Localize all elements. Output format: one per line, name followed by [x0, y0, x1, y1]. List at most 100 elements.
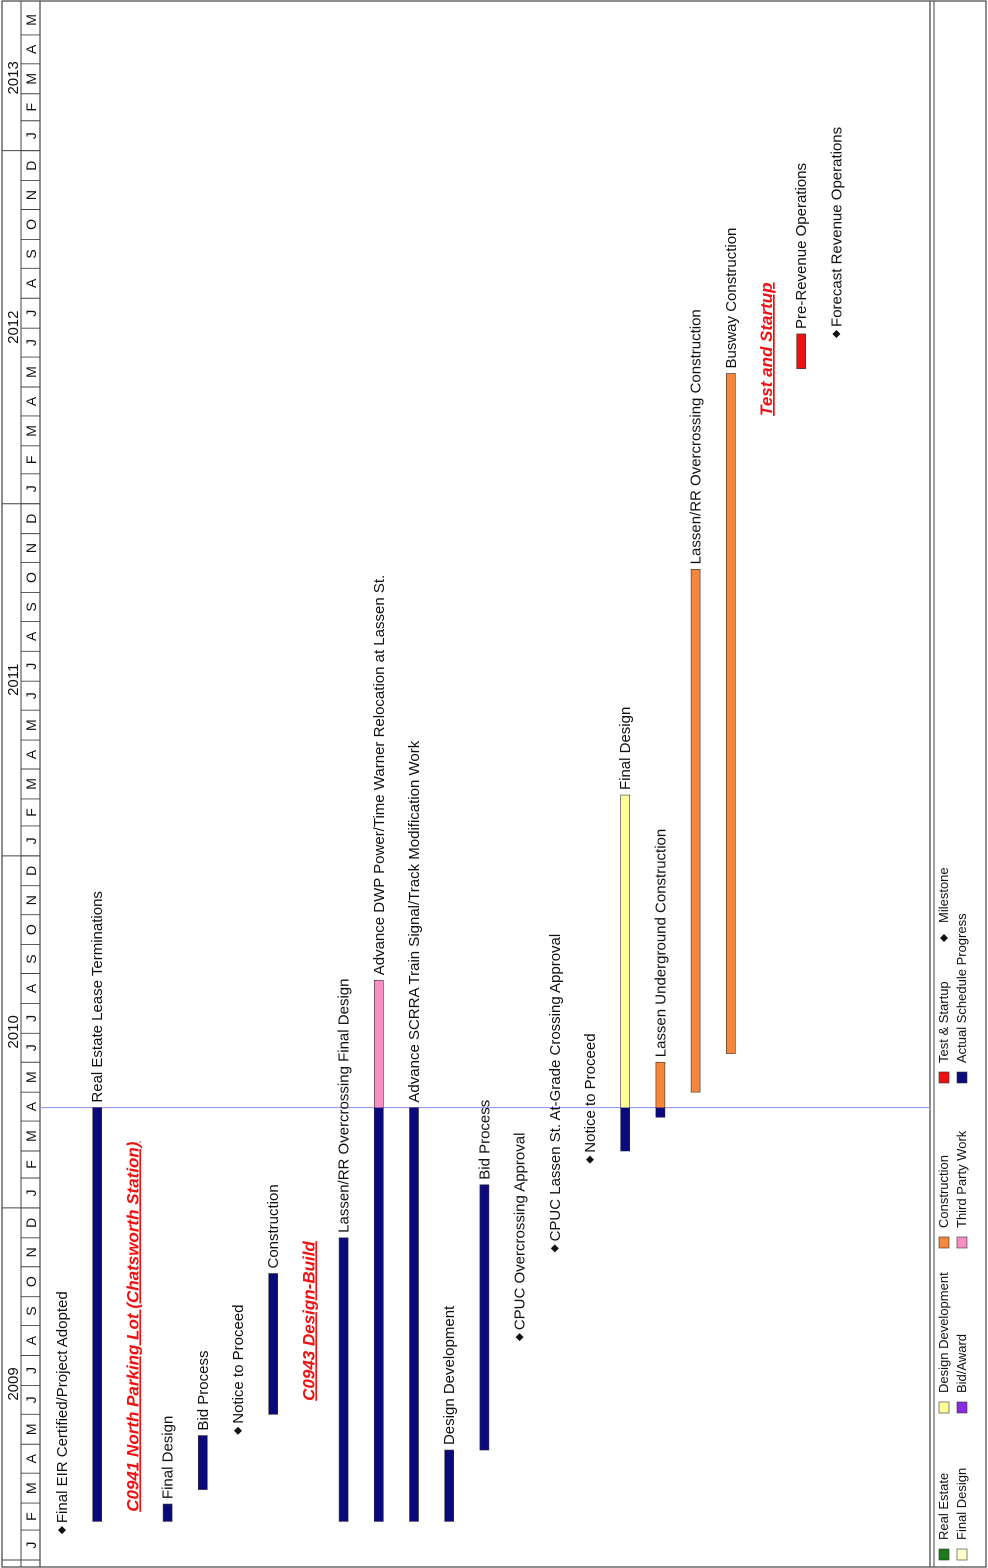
- task-row: Lassen/RR Overcrossing Final Design: [336, 979, 353, 1522]
- task-row: C0941 North Parking Lot (Chatsworth Stat…: [123, 1141, 142, 1512]
- month-label: A: [23, 749, 39, 759]
- milestone-label: Final EIR Certified/Project Adopted: [54, 1291, 71, 1523]
- month-label: J: [23, 339, 39, 346]
- task-bar: [690, 569, 701, 1093]
- task-rows: Final EIR Certified/Project Adopted Real …: [54, 127, 845, 1535]
- task-row: CPUC Overcrossing Approval: [512, 1133, 529, 1342]
- month-label: S: [23, 249, 39, 258]
- task-row: Bid Process: [195, 1351, 212, 1490]
- task-label: Bid Process: [476, 1100, 493, 1180]
- task-row: Lassen/RR Overcrossing Construction: [688, 309, 705, 1093]
- section-heading: C0941 North Parking Lot (Chatsworth Stat…: [123, 1141, 142, 1512]
- task-row: Pre-Revenue Operations: [793, 163, 810, 369]
- legend-item: Construction: [936, 1155, 951, 1249]
- task-label: Lassen/RR Overcrossing Construction: [688, 309, 705, 564]
- month-label: F: [23, 456, 39, 465]
- month-label: D: [23, 866, 39, 876]
- legend-label: Final Design: [954, 1468, 969, 1540]
- task-row: Real Estate Lease Terminations: [89, 891, 106, 1522]
- month-label: S: [23, 1306, 39, 1315]
- task-bar: [725, 373, 736, 1054]
- month-label: A: [23, 1453, 39, 1463]
- legend-swatch: [956, 1071, 968, 1084]
- milestone-label: CPUC Overcrossing Approval: [512, 1133, 529, 1331]
- task-bar: [162, 1503, 173, 1522]
- milestone-diamond: [234, 1426, 242, 1435]
- year-label: 2012: [5, 311, 22, 344]
- month-label: A: [23, 983, 39, 993]
- month-label: O: [23, 572, 39, 583]
- legend-label: Design Development: [936, 1272, 951, 1393]
- month-label: N: [23, 543, 39, 553]
- task-label: Busway Construction: [723, 228, 740, 369]
- month-label: O: [23, 219, 39, 230]
- month-label: J: [23, 310, 39, 317]
- legend-swatch: [956, 1236, 968, 1249]
- month-label: M: [23, 778, 39, 790]
- task-row: Final Design: [617, 707, 634, 1152]
- task-label: Pre-Revenue Operations: [793, 163, 810, 329]
- month-label: O: [23, 924, 39, 935]
- legend-swatch: [956, 1548, 968, 1561]
- task-row: Bid Process: [476, 1100, 493, 1451]
- task-bar: [409, 1107, 419, 1522]
- task-label: Final Design: [160, 1416, 177, 1499]
- task-label: Design Development: [441, 1305, 458, 1445]
- task-bar: [796, 333, 807, 369]
- task-label: Lassen/RR Overcrossing Final Design: [336, 979, 353, 1233]
- month-label: J: [23, 1542, 39, 1549]
- month-label: N: [23, 1247, 39, 1257]
- month-label: F: [23, 1512, 39, 1521]
- task-label: Construction: [265, 1184, 282, 1268]
- task-row: C0943 Design-Build: [299, 1241, 318, 1401]
- task-bar: [655, 1061, 666, 1118]
- legend-label: Actual Schedule Progress: [954, 913, 969, 1063]
- legend-item: Final Design: [954, 1468, 969, 1561]
- task-bar: [92, 1107, 102, 1522]
- month-label: A: [23, 44, 39, 54]
- year-label: 2011: [5, 664, 22, 696]
- task-bar: [338, 1237, 349, 1522]
- month-label: A: [23, 396, 39, 406]
- task-bar: [268, 1273, 279, 1415]
- milestone-diamond: [940, 934, 948, 942]
- legend-item: Bid/Award: [954, 1334, 969, 1414]
- task-label: Bid Process: [195, 1351, 212, 1431]
- task-row: Lassen Underground Construction: [652, 829, 669, 1118]
- actual-progress-bar: [374, 1107, 384, 1522]
- legend-swatch: [938, 1401, 950, 1414]
- task-row: Construction: [265, 1184, 282, 1415]
- month-label: J: [23, 692, 39, 699]
- task-row: Final EIR Certified/Project Adopted: [54, 1291, 71, 1535]
- task-row: Design Development: [441, 1305, 458, 1522]
- year-label: 2009: [5, 1367, 22, 1400]
- month-label: F: [23, 808, 39, 817]
- milestone-label: Notice to Proceed: [230, 1305, 247, 1424]
- task-label: Lassen Underground Construction: [652, 829, 669, 1057]
- legend-item: Actual Schedule Progress: [954, 913, 969, 1084]
- month-label: M: [23, 1423, 39, 1435]
- month-label: D: [23, 161, 39, 171]
- month-label: D: [23, 514, 39, 524]
- milestone-diamond: [58, 1526, 66, 1535]
- month-label: A: [23, 1335, 39, 1345]
- legend-item: Milestone: [936, 867, 951, 942]
- month-label: J: [23, 1367, 39, 1374]
- month-label: J: [23, 1015, 39, 1022]
- month-label: F: [23, 103, 39, 112]
- task-row: Advance DWP Power/Time Warner Relocation…: [371, 575, 388, 1522]
- month-label: J: [23, 1396, 39, 1403]
- month-label: M: [23, 425, 39, 437]
- month-label: A: [23, 1101, 39, 1111]
- month-label: M: [23, 1130, 39, 1142]
- legend-item: Design Development: [936, 1272, 951, 1414]
- legend-label: Construction: [936, 1155, 951, 1228]
- month-label: M: [23, 1482, 39, 1494]
- task-label: Advance SCRRA Train Signal/Track Modific…: [406, 740, 423, 1102]
- year-label: 2013: [5, 61, 22, 94]
- legend-label: Third Party Work: [954, 1130, 969, 1228]
- section-heading: Test and Startup: [757, 282, 776, 416]
- legend-swatch: [956, 1401, 968, 1414]
- task-bar: [479, 1184, 490, 1451]
